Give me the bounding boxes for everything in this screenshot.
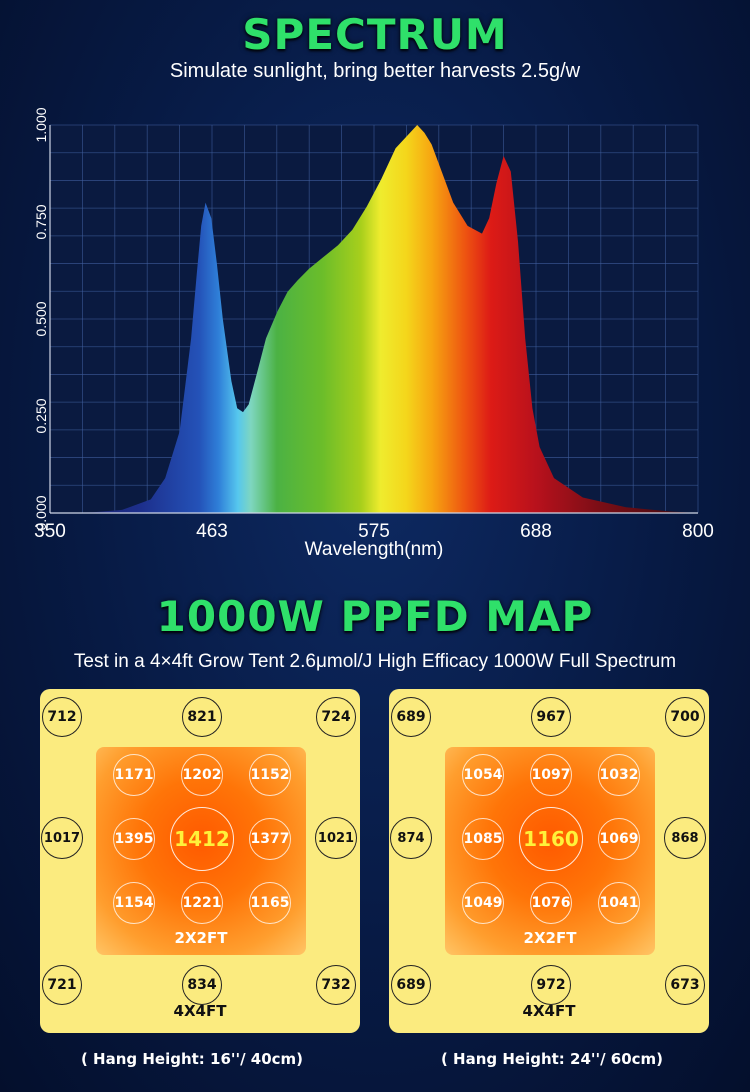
y-tick-label: 1.000 (33, 107, 49, 142)
outer-ppfd-reading: 721 (42, 965, 82, 1005)
spectrum-series-area (50, 125, 698, 513)
outer-zone-label: 4X4FT (522, 1002, 576, 1020)
inner-ppfd-reading: 1032 (598, 754, 640, 796)
inner-ppfd-reading: 1165 (249, 882, 291, 924)
inner-ppfd-reading: 1054 (462, 754, 504, 796)
outer-ppfd-reading: 689 (391, 697, 431, 737)
outer-ppfd-reading: 874 (390, 817, 432, 859)
ppfd-map-24in: 1054 1097 1032 1085 1160 1069 1049 1076 1041 2X2F… (389, 689, 709, 1033)
inner-ppfd-reading: 1069 (598, 818, 640, 860)
outer-ppfd-reading: 967 (531, 697, 571, 737)
x-tick-label: 350 (34, 521, 66, 542)
inner-ppfd-reading: 1085 (462, 818, 504, 860)
y-tick-label: 0.750 (33, 204, 49, 239)
inner-ppfd-reading: 1154 (113, 882, 155, 924)
inner-ppfd-reading: 1049 (462, 882, 504, 924)
ppfd-subtitle: Test in a 4×4ft Grow Tent 2.6μmol/J High… (73, 651, 677, 672)
inner-ppfd-reading: 1221 (181, 882, 223, 924)
center-ppfd-reading: 1160 (519, 807, 583, 871)
x-axis-label: Wavelength(nm) (305, 539, 444, 560)
ppfd-map-16in: 1171 1202 1152 1395 1412 1377 1154 1221 1165 2X2F… (40, 689, 360, 1033)
inner-ppfd-reading: 1152 (249, 754, 291, 796)
x-tick-label: 800 (682, 521, 714, 542)
outer-ppfd-reading: 821 (182, 697, 222, 737)
inner-2x2-zone: 1171 1202 1152 1395 1412 1377 1154 1221 1165 2X2F… (96, 747, 306, 955)
x-tick-label: 688 (520, 521, 552, 542)
inner-zone-label: 2X2FT (174, 929, 228, 947)
hang-height-label: ( Hang Height: 16''/ 40cm) (80, 1050, 304, 1068)
inner-ppfd-reading: 1076 (530, 882, 572, 924)
inner-ppfd-reading: 1041 (598, 882, 640, 924)
inner-zone-label: 2X2FT (523, 929, 577, 947)
inner-ppfd-reading: 1377 (249, 818, 291, 860)
inner-2x2-zone: 1054 1097 1032 1085 1160 1069 1049 1076 1041 2X2F… (445, 747, 655, 955)
ppfd-title: 1000W PPFD MAP (156, 592, 594, 641)
outer-ppfd-reading: 732 (316, 965, 356, 1005)
outer-ppfd-reading: 712 (42, 697, 82, 737)
outer-zone-label: 4X4FT (173, 1002, 227, 1020)
outer-ppfd-reading: 724 (316, 697, 356, 737)
outer-ppfd-reading: 689 (391, 965, 431, 1005)
outer-ppfd-reading: 673 (665, 965, 705, 1005)
spectrum-chart: 350 463 575 688 800 0.000 0.250 0.500 0.750 1.000… (33, 107, 714, 560)
y-tick-label: 0.000 (33, 495, 49, 530)
outer-ppfd-reading: 1017 (41, 817, 83, 859)
outer-ppfd-reading: 834 (182, 965, 222, 1005)
outer-ppfd-reading: 1021 (315, 817, 357, 859)
spectrum-title: SPECTRUM (242, 10, 508, 59)
y-tick-label: 0.500 (33, 301, 49, 336)
outer-ppfd-reading: 700 (665, 697, 705, 737)
y-tick-label: 0.250 (33, 398, 49, 433)
spectrum-subtitle: Simulate sunlight, bring better harvests… (169, 60, 581, 82)
inner-ppfd-reading: 1171 (113, 754, 155, 796)
x-tick-label: 463 (196, 521, 228, 542)
x-tick-label: 575 (358, 521, 390, 542)
outer-ppfd-reading: 972 (531, 965, 571, 1005)
center-ppfd-reading: 1412 (170, 807, 234, 871)
outer-ppfd-reading: 868 (664, 817, 706, 859)
hang-height-label: ( Hang Height: 24''/ 60cm) (440, 1050, 664, 1068)
inner-ppfd-reading: 1097 (530, 754, 572, 796)
inner-ppfd-reading: 1395 (113, 818, 155, 860)
inner-ppfd-reading: 1202 (181, 754, 223, 796)
